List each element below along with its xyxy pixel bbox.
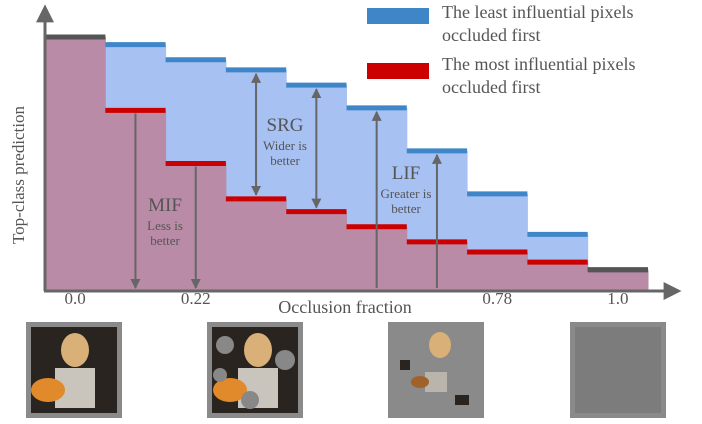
x-tick-label: 0.0 [65, 289, 86, 308]
step-area [587, 269, 649, 290]
legend-swatch [367, 63, 429, 79]
legend-label: The most influential pixels occluded fir… [442, 54, 636, 98]
annotation-text: Less is better [147, 218, 183, 248]
legend-swatch [367, 8, 429, 24]
step-area [286, 211, 347, 290]
x-tick-label: 0.22 [181, 289, 211, 308]
annotation-title: LIF [391, 163, 421, 184]
thumbnail [388, 322, 484, 418]
annotation-title: SRG [266, 115, 304, 136]
x-axis-label: Occlusion fraction [278, 297, 411, 317]
step-area [527, 262, 589, 290]
annotation-text: Greater is better [380, 186, 432, 216]
step-area [467, 252, 528, 290]
step-area [225, 198, 287, 290]
legend-label: The least influential pixels occluded fi… [442, 2, 634, 46]
step-area [45, 37, 106, 290]
thumbnail [207, 322, 303, 418]
thumbnail [26, 322, 122, 418]
annotation-text: Wider is better [263, 138, 307, 168]
thumbnail [570, 322, 666, 418]
annotation-title: MIF [148, 195, 182, 216]
x-tick-label: 0.78 [482, 289, 512, 308]
x-tick-label: 1.0 [607, 289, 628, 308]
y-axis-label: Top-class prediction [9, 105, 28, 244]
